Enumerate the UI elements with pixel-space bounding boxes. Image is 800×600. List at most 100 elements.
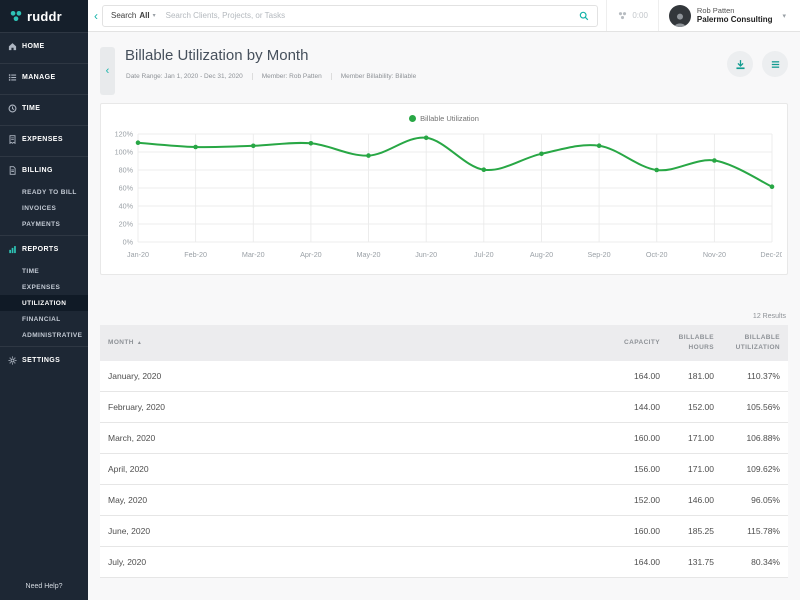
ruddr-logo-icon: [9, 9, 23, 23]
value-cell: 171.00: [668, 453, 722, 485]
svg-text:Dec-20: Dec-20: [760, 250, 782, 259]
value-cell: 160.00: [598, 515, 668, 547]
table-row[interactable]: June, 2020 160.00 185.25 115.78%: [100, 515, 788, 547]
sidebar-item-billing[interactable]: BILLING: [0, 156, 88, 184]
sort-asc-icon: ▲: [136, 339, 143, 346]
search-scope-value: All: [139, 11, 150, 20]
search-icon[interactable]: [571, 11, 597, 21]
table-row[interactable]: July, 2020 164.00 131.75 80.34%: [100, 546, 788, 578]
column-label: BILLABLE UTILIZATION: [735, 334, 780, 351]
sidebar-nav: HOME MANAGE TIME EXPENSES BILLING READY TO BI…: [0, 32, 88, 600]
table-row[interactable]: March, 2020 160.00 171.00 106.88%: [100, 422, 788, 454]
value-cell: 80.34%: [722, 546, 788, 578]
nav-group-settings: SETTINGS: [0, 346, 88, 377]
settings-icon: [8, 356, 17, 365]
svg-text:20%: 20%: [119, 220, 134, 229]
column-label: CAPACITY: [624, 338, 660, 346]
value-cell: 164.00: [598, 360, 668, 392]
svg-text:May-20: May-20: [357, 250, 381, 259]
column-header-capacity[interactable]: CAPACITY: [598, 325, 668, 361]
export-button[interactable]: [727, 51, 753, 77]
sidebar-item-settings[interactable]: SETTINGS: [0, 346, 88, 374]
topbar: ‹ Search All ▾ 0:00: [88, 0, 800, 32]
report-content: ‹ Billable Utilization by Month Date Ran…: [88, 32, 800, 600]
svg-text:Jul-20: Jul-20: [474, 250, 494, 259]
sidebar-item-manage[interactable]: MANAGE: [0, 63, 88, 91]
table-row[interactable]: February, 2020 144.00 152.00 105.56%: [100, 391, 788, 423]
user-names: Rob Patten Palermo Consulting: [697, 6, 773, 25]
value-cell: 144.00: [598, 391, 668, 423]
svg-text:Sep-20: Sep-20: [588, 250, 611, 259]
value-cell: 105.56%: [722, 391, 788, 423]
table-row[interactable]: May, 2020 152.00 146.00 96.05%: [100, 484, 788, 516]
svg-text:60%: 60%: [119, 184, 134, 193]
nav-group-home: HOME: [0, 32, 88, 63]
sidebar-item-home[interactable]: HOME: [0, 32, 88, 60]
column-header-billable-hours[interactable]: BILLABLE HOURS: [668, 325, 722, 361]
user-menu[interactable]: Rob Patten Palermo Consulting ▾: [657, 0, 794, 31]
utilization-table: MONTH ▲ CAPACITY BILLABLE HOURS BILLABLE UTI…: [100, 325, 788, 578]
svg-text:Oct-20: Oct-20: [646, 250, 668, 259]
chart-legend[interactable]: Billable Utilization: [105, 112, 783, 124]
report-filters: Date Range: Jan 1, 2020 - Dec 31, 2020 Me…: [125, 73, 727, 80]
sidebar-item-time[interactable]: TIME: [0, 94, 88, 122]
sidebar-item-time[interactable]: TIME: [22, 267, 40, 275]
nav-group-time: TIME: [0, 94, 88, 125]
sidebar-item-invoices[interactable]: INVOICES: [22, 204, 57, 212]
collapse-sidebar-icon[interactable]: ‹: [90, 10, 102, 22]
user-org: Palermo Consulting: [696, 15, 773, 25]
value-cell: 131.75: [668, 546, 722, 578]
sidebar-item-label: HOME: [22, 43, 45, 50]
column-header-billable-utilization[interactable]: BILLABLE UTILIZATION: [722, 325, 788, 361]
chart-card: Billable Utilization 0% 20% 40% 60% 80% 100% 1…: [100, 103, 788, 275]
sidebar-item-expenses[interactable]: EXPENSES: [0, 125, 88, 153]
value-cell: 106.88%: [722, 422, 788, 454]
billing-icon: [8, 166, 17, 175]
table-row[interactable]: January, 2020 164.00 181.00 110.37%: [100, 360, 788, 392]
value-cell: 152.00: [668, 391, 722, 423]
value-cell: 171.00: [668, 422, 722, 454]
svg-text:120%: 120%: [115, 130, 134, 139]
nav-group-expenses: EXPENSES: [0, 125, 88, 156]
need-help-link[interactable]: Need Help?: [25, 583, 63, 590]
page-title: Billable Utilization by Month: [125, 47, 309, 64]
search-scope-dropdown[interactable]: Search All ▾: [103, 11, 164, 20]
search-input[interactable]: [163, 10, 572, 21]
svg-text:Jan-20: Jan-20: [127, 250, 149, 259]
value-cell: 96.05%: [722, 484, 788, 516]
svg-text:80%: 80%: [119, 166, 134, 175]
svg-text:40%: 40%: [119, 202, 134, 211]
sidebar-item-administrative[interactable]: ADMINISTRATIVE: [22, 331, 83, 339]
chevron-down-icon: ▾: [782, 12, 786, 20]
value-cell: 109.62%: [722, 453, 788, 485]
sidebar-item-financial[interactable]: FINANCIAL: [22, 315, 61, 323]
filter-tag: Date Range: Jan 1, 2020 - Dec 31, 2020: [126, 73, 243, 80]
value-cell: 110.37%: [722, 360, 788, 392]
column-header-month[interactable]: MONTH ▲: [100, 325, 598, 361]
sidebar-item-utilization[interactable]: UTILIZATION: [0, 295, 88, 311]
sidebar-item-payments[interactable]: PAYMENTS: [22, 220, 61, 228]
sidebar-item-reports[interactable]: REPORTS: [0, 235, 88, 263]
table-row[interactable]: April, 2020 156.00 171.00 109.62%: [100, 453, 788, 485]
results-count: 12 Results: [752, 313, 786, 320]
reports-icon: [8, 245, 17, 254]
sidebar-item-label: BILLING: [22, 167, 53, 174]
month-cell: May, 2020: [100, 484, 598, 516]
legend-marker-icon: [409, 114, 417, 122]
svg-text:Feb-20: Feb-20: [184, 250, 207, 259]
timer-widget[interactable]: 0:00: [606, 0, 658, 31]
report-options-button[interactable]: [762, 51, 788, 77]
timer-icon: [617, 10, 628, 21]
app-logo[interactable]: ruddr: [0, 0, 88, 32]
back-button[interactable]: ‹: [100, 47, 115, 95]
svg-text:Jun-20: Jun-20: [415, 250, 437, 259]
column-label: BILLABLE HOURS: [678, 334, 714, 351]
sidebar-item-expenses[interactable]: EXPENSES: [22, 283, 61, 291]
menu-icon: [770, 59, 781, 70]
global-search: Search All ▾: [102, 4, 599, 27]
sidebar-item-label: MANAGE: [22, 74, 56, 81]
filter-tag: Member Billability: Billable: [330, 73, 426, 80]
legend-label: Billable Utilization: [420, 113, 479, 123]
sidebar-item-ready-to-bill[interactable]: READY TO BILL: [22, 188, 77, 196]
